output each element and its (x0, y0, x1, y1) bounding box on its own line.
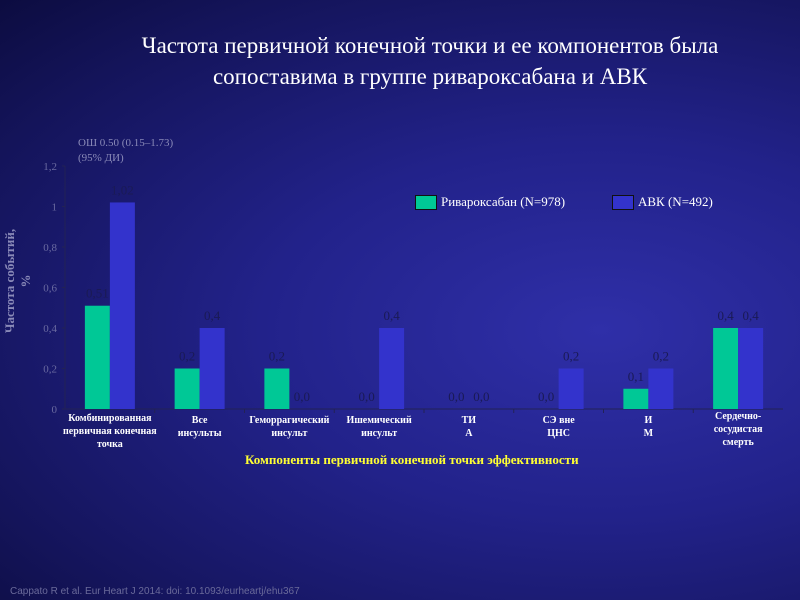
category-label: СЭ вне ЦНС (542, 415, 575, 439)
legend-swatch (415, 194, 437, 210)
legend-swatch (612, 194, 634, 210)
category-label: Геморрагический инсульт (249, 415, 330, 439)
data-label: 0,4 (718, 308, 735, 323)
category-label: Ишемический инсульт (346, 415, 412, 439)
bar (174, 368, 200, 409)
category-label: ТИ А (461, 415, 477, 439)
note-line-2: (95% ДИ) (78, 152, 124, 164)
bar (109, 202, 135, 409)
data-label: 0,1 (628, 369, 644, 384)
data-label: 0,0 (538, 389, 554, 404)
citation: Cappato R et al. Eur Heart J 2014: doi: … (10, 586, 300, 597)
y-tick-label: 0 (52, 404, 58, 416)
y-tick-label: 0,6 (43, 283, 57, 295)
data-label: 0,0 (294, 389, 310, 404)
x-axis-label: Компоненты первичной конечной точки эффе… (245, 452, 579, 467)
y-tick-label: 0,2 (43, 364, 57, 376)
data-label: 0,2 (179, 349, 195, 364)
bar (623, 388, 649, 409)
bar (264, 368, 290, 409)
bar (84, 305, 110, 409)
legend-label: Ривароксабан (N=978) (441, 194, 566, 209)
category-label: Комбинированная первичная конечная точка (63, 413, 157, 450)
bar (558, 368, 584, 409)
data-label: 0,2 (563, 349, 579, 364)
data-label: 0,4 (204, 308, 221, 323)
data-label: 1,02 (111, 182, 134, 197)
category-label: Сердечно- сосудистая смерть (713, 411, 763, 448)
note-line-1: ОШ 0.50 (0.15–1.73) (78, 137, 174, 149)
bar (738, 328, 764, 409)
y-tick-label: 0,8 (43, 242, 57, 254)
data-label: 0,0 (473, 389, 489, 404)
data-label: 0,4 (384, 308, 401, 323)
legend-item-rivaroxaban: Ривароксабан (N=978) (415, 194, 565, 210)
slide-title: Частота первичной конечной точки и ее ко… (141, 33, 719, 89)
y-tick-label: 0,4 (43, 323, 57, 335)
y-tick-label: 1 (52, 202, 58, 214)
bar (713, 328, 739, 409)
category-label: Все инсульты (177, 415, 222, 439)
legend-label: АВК (N=492) (638, 194, 713, 209)
data-label: 0,4 (743, 308, 760, 323)
bar (648, 368, 674, 409)
legend-item-vka: АВК (N=492) (612, 194, 713, 210)
odds-ratio-note: ОШ 0.50 (0.15–1.73) (95% ДИ) (78, 136, 173, 166)
data-label: 0,2 (269, 349, 285, 364)
bar (379, 328, 405, 409)
data-label: 0,0 (448, 389, 464, 404)
category-label: И М (643, 415, 654, 439)
data-label: 0,51 (86, 286, 109, 301)
y-tick-label: 1,2 (43, 161, 57, 173)
bar (199, 328, 225, 409)
data-label: 0,2 (653, 349, 669, 364)
data-label: 0,0 (359, 389, 375, 404)
